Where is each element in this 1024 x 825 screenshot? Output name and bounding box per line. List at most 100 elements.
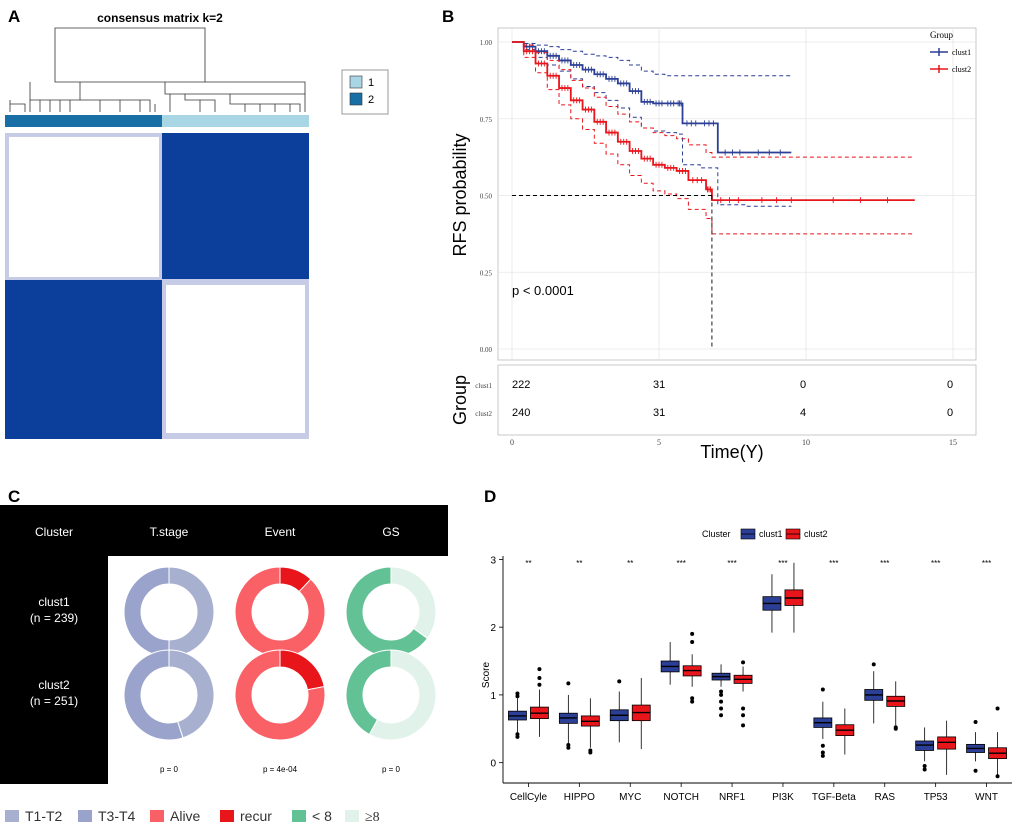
donut-column-header: Event bbox=[265, 525, 296, 539]
donut-slice bbox=[234, 566, 326, 658]
km-y-label: RFS probability bbox=[450, 133, 470, 256]
legend-label-2: 2 bbox=[368, 94, 374, 106]
km-x-tick-label: 0 bbox=[510, 438, 514, 447]
box-outlier bbox=[741, 706, 746, 711]
box-significance: *** bbox=[727, 559, 736, 568]
donut-legend-label: T1-T2 bbox=[25, 808, 63, 824]
box-outlier bbox=[922, 764, 927, 769]
donut-legend: T1-T2 T3-T4 Alive recur < 8 ≥8 bbox=[5, 808, 380, 825]
km-y-tick-label: 0.25 bbox=[480, 269, 493, 277]
km-plot-area bbox=[497, 27, 977, 361]
box-y-tick-label: 3 bbox=[490, 555, 496, 566]
box-x-tick-label: WNT bbox=[975, 792, 998, 803]
donut-slice bbox=[123, 649, 184, 741]
box-outlier bbox=[820, 743, 825, 748]
donut-column-header: T.stage bbox=[150, 525, 189, 539]
donut-legend-swatch bbox=[292, 810, 306, 822]
box-outlier bbox=[537, 682, 542, 687]
donut-slice bbox=[368, 649, 437, 741]
box-y-tick-label: 1 bbox=[490, 691, 496, 702]
box-outlier bbox=[995, 774, 1000, 779]
km-curves bbox=[512, 41, 915, 349]
donut-row-cluster: clust2 bbox=[38, 678, 70, 692]
box-x-tick-label: PI3K bbox=[772, 792, 794, 803]
box-legend-label-clust1: clust1 bbox=[759, 529, 783, 539]
box-outlier bbox=[995, 706, 1000, 711]
box-outlier bbox=[617, 679, 622, 684]
box-legend-label-clust2: clust2 bbox=[804, 529, 828, 539]
cluster-bar-1 bbox=[162, 115, 309, 127]
box-outlier bbox=[719, 692, 724, 697]
km-legend: Group clust1 clust2 bbox=[930, 30, 971, 74]
box-legend-title: Cluster bbox=[702, 529, 731, 539]
donut-legend-swatch bbox=[78, 810, 92, 822]
box-outlier bbox=[741, 660, 746, 665]
box-y-label: Score bbox=[481, 662, 492, 689]
risk-table-title: Group bbox=[450, 375, 470, 425]
box-outlier bbox=[719, 699, 724, 704]
box-x-tick-label: RAS bbox=[874, 792, 895, 803]
box-outlier bbox=[515, 732, 520, 737]
box-x-tick-label: NRF1 bbox=[719, 792, 746, 803]
donut-pvalue: p = 0 bbox=[160, 765, 179, 774]
consensus-title: consensus matrix k=2 bbox=[97, 11, 223, 25]
risk-value: 31 bbox=[653, 379, 665, 391]
donut-legend-label: < 8 bbox=[312, 808, 332, 824]
risk-value: 4 bbox=[800, 407, 806, 419]
box-x-tick-label: NOTCH bbox=[663, 792, 699, 803]
donut-row-cluster: clust1 bbox=[38, 595, 70, 609]
box-outlier bbox=[719, 689, 724, 694]
km-pvalue: p < 0.0001 bbox=[512, 283, 574, 298]
km-legend-label-clust1: clust1 bbox=[952, 48, 971, 57]
box-outlier bbox=[537, 667, 542, 672]
box-significance: *** bbox=[982, 559, 991, 568]
box-axes: 0 1 2 3 CellCyle ** HIPPO ** MYC ** NOTCH *** NRF1 **… bbox=[490, 555, 1012, 803]
box-outlier bbox=[893, 725, 898, 730]
box-outlier bbox=[690, 640, 695, 645]
cluster-bar-2 bbox=[5, 115, 162, 127]
donut-column-header: GS bbox=[382, 525, 399, 539]
donut-slice bbox=[168, 566, 215, 658]
km-y-tick-label: 0.75 bbox=[480, 116, 493, 124]
legend-swatch-2 bbox=[349, 92, 363, 106]
box-x-tick-label: CellCyle bbox=[510, 792, 548, 803]
donut-header: Cluster T.stage Event GS bbox=[35, 525, 400, 539]
box-y-tick-label: 0 bbox=[490, 759, 496, 770]
box-x-tick-label: TP53 bbox=[924, 792, 948, 803]
donut-grid: clust1 (n = 239) clust2 (n = 251) bbox=[30, 566, 437, 741]
box-significance: ** bbox=[525, 559, 531, 568]
risk-value: 240 bbox=[512, 407, 530, 419]
box-outlier bbox=[871, 662, 876, 667]
box-outlier bbox=[973, 768, 978, 773]
donut-slice bbox=[234, 649, 326, 741]
km-ci-upper-clust1 bbox=[512, 41, 792, 77]
km-x-tick-label: 10 bbox=[802, 438, 810, 447]
donut-pvalue: p = 4e-04 bbox=[263, 765, 298, 774]
donut-legend-swatch bbox=[5, 810, 19, 822]
donut-slice bbox=[168, 649, 215, 739]
panel-label-b: B bbox=[442, 7, 454, 26]
box-significance: ** bbox=[576, 559, 582, 568]
donut-legend-swatch bbox=[150, 810, 164, 822]
box-x-tick-label: MYC bbox=[619, 792, 641, 803]
box-outlier bbox=[719, 706, 724, 711]
box-significance: *** bbox=[676, 559, 685, 568]
consensus-heatmap bbox=[5, 133, 309, 439]
box-outlier bbox=[537, 675, 542, 680]
box-outlier bbox=[820, 687, 825, 692]
donut-column-header: Cluster bbox=[35, 525, 73, 539]
box-outlier bbox=[566, 681, 571, 686]
donut-slice bbox=[279, 649, 325, 691]
dendrogram bbox=[9, 27, 306, 112]
legend-label-1: 1 bbox=[368, 77, 374, 89]
km-x-label: Time(Y) bbox=[700, 442, 763, 462]
donut-legend-label: T3-T4 bbox=[98, 808, 136, 824]
km-legend-label-clust2: clust2 bbox=[952, 65, 971, 74]
km-legend-title: Group bbox=[930, 30, 953, 40]
donut-legend-label: recur bbox=[240, 808, 272, 824]
donut-legend-label: Alive bbox=[170, 808, 201, 824]
box-outlier bbox=[922, 767, 927, 772]
km-y-tick-label: 0.00 bbox=[480, 346, 493, 354]
box-outlier bbox=[515, 691, 520, 696]
